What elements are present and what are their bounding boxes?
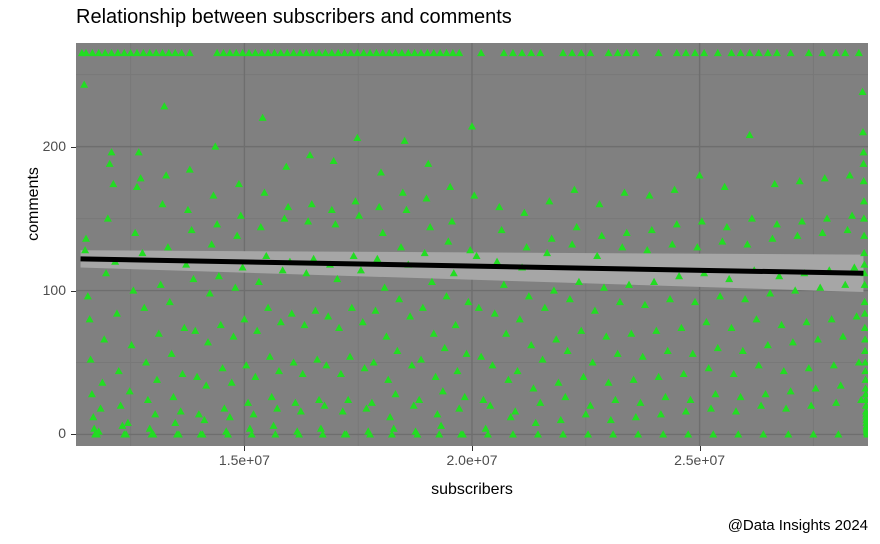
y-tick-mark <box>71 434 76 436</box>
x-tick-label: 2.5e+07 <box>674 452 726 468</box>
x-tick-label: 1.5e+07 <box>218 452 270 468</box>
watermark-label: @Data Insights 2024 <box>727 517 868 534</box>
regression-line <box>80 256 864 276</box>
x-axis-title: subscribers <box>431 481 513 498</box>
scatter-plot-svg <box>76 43 868 446</box>
y-tick-label: 0 <box>58 425 66 442</box>
y-tick-label: 100 <box>42 281 66 298</box>
x-tick-mark <box>699 446 701 451</box>
chart-panel <box>76 43 868 446</box>
data-points <box>77 48 868 438</box>
y-tick-mark <box>71 290 76 292</box>
x-tick-label: 2.0e+07 <box>446 452 498 468</box>
x-tick-mark <box>244 446 246 451</box>
y-tick-mark <box>71 146 76 148</box>
y-axis-tick-marks <box>0 0 76 544</box>
x-axis-tick-labels: 1.5e+07 2.0e+07 2.5e+07 <box>0 452 880 476</box>
page-title: Relationship between subscribers and com… <box>76 6 512 28</box>
y-axis-tick-labels: 0 100 200 <box>0 0 66 544</box>
y-tick-label: 200 <box>42 137 66 154</box>
x-axis-tick-marks <box>0 446 880 454</box>
x-tick-mark <box>472 446 473 451</box>
y-axis-title: comments <box>25 167 42 241</box>
